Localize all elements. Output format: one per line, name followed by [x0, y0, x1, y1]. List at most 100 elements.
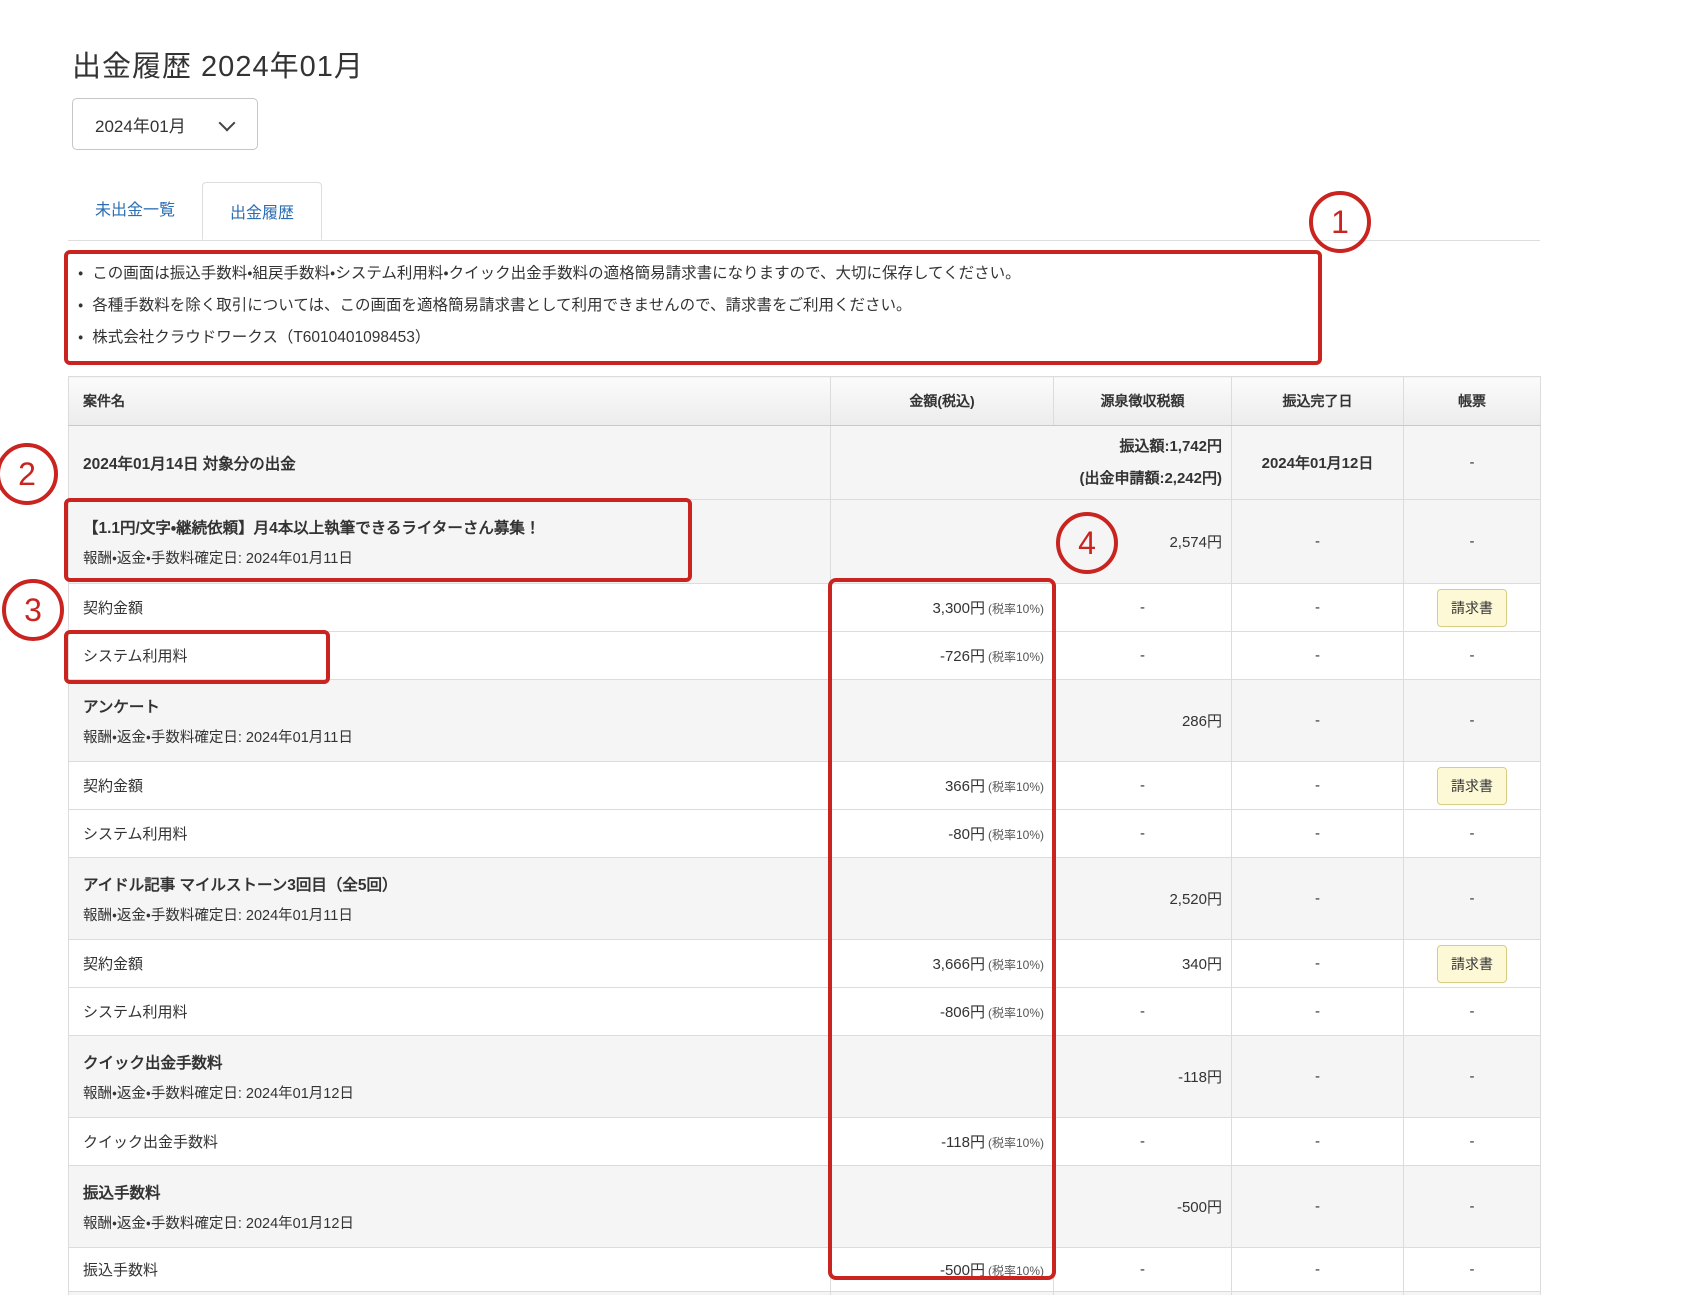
withholding-tax-cell: - — [1053, 1247, 1232, 1292]
project-title: 【1.1円/文字・継続依頼】月4本以上執筆できるライターさん募集！ — [83, 519, 541, 537]
notice-line: ・各種手数料を除く取引については、この画面を適格簡易請求書として利用できませんの… — [78, 290, 1021, 322]
document-cell: - — [1403, 809, 1541, 858]
document-cell: - — [1403, 499, 1541, 584]
line-item-name: 契約金額 — [68, 939, 831, 988]
tax-rate: (税率10%) — [987, 602, 1044, 616]
amount-value: 366円 — [944, 778, 985, 795]
withholding-tax-cell: - — [1053, 761, 1232, 810]
table-row: 契約金額 366円 (税率10%) - - 請求書 — [68, 761, 1541, 810]
invoice-button[interactable]: 請求書 — [1437, 766, 1507, 805]
line-item-name: 契約金額 — [68, 761, 831, 810]
table-row: 契約金額 3,666円 (税率10%) 340円 - 請求書 — [68, 939, 1541, 988]
project-confirm-date: 報酬・返金・手数料確定日: 2024年01月11日 — [83, 907, 353, 924]
chevron-down-icon — [218, 114, 236, 132]
withholding-tax-cell: 2,520円 — [830, 857, 1232, 940]
project-confirm-date: 報酬・返金・手数料確定日: 2024年01月11日 — [83, 729, 353, 746]
notice-line: ・株式会社クラウドワークス（T6010401098453） — [78, 322, 1021, 354]
invoice-button[interactable]: 請求書 — [1437, 944, 1507, 983]
annotation-circle-3: 3 — [2, 579, 64, 641]
transfer-date-cell: - — [1231, 1165, 1404, 1248]
table-row: 振込手数料 報酬・返金・手数料確定日: 2024年01月12日 -500円 - … — [68, 1165, 1541, 1248]
withholding-tax-cell: - — [1053, 583, 1232, 632]
line-item-name: システム利用料 — [68, 809, 831, 858]
amount-value: -806円 — [939, 1004, 985, 1021]
transfer-amount: 振込額:1,742円 — [1119, 437, 1222, 455]
notice-text: 各種手数料を除く取引については、この画面を適格簡易請求書として利用できませんので… — [92, 297, 912, 314]
transfer-date-cell: - — [1231, 809, 1404, 858]
line-item-name: システム利用料 — [68, 631, 831, 680]
amount-value: -726円 — [939, 648, 985, 665]
document-cell: - — [1403, 1117, 1541, 1166]
withdrawal-table: 案件名 金額(税込) 源泉徴収税額 振込完了日 帳票 2024年01月14日 対… — [68, 376, 1541, 1295]
header-transfer-date: 振込完了日 — [1231, 376, 1404, 426]
table-row-partial — [68, 1291, 1541, 1295]
line-item-name: 振込手数料 — [68, 1247, 831, 1292]
tab-bar: 未出金一覧 出金履歴 — [68, 182, 1540, 241]
annotation-number: 3 — [24, 591, 42, 628]
transfer-date-cell: - — [1231, 1247, 1404, 1292]
table-row: アンケート 報酬・返金・手数料確定日: 2024年01月11日 286円 - - — [68, 679, 1541, 762]
tax-rate: (税率10%) — [987, 1264, 1044, 1278]
table-row: 契約金額 3,300円 (税率10%) - - 請求書 — [68, 583, 1541, 632]
bullet-icon: ・ — [78, 265, 84, 282]
project-title: 振込手数料 — [83, 1184, 161, 1202]
line-item-name: クイック出金手数料 — [68, 1117, 831, 1166]
transfer-date-cell: - — [1231, 1117, 1404, 1166]
table-header-row: 案件名 金額(税込) 源泉徴収税額 振込完了日 帳票 — [68, 376, 1541, 426]
withholding-tax-cell: - — [1053, 631, 1232, 680]
table-row: クイック出金手数料 -118円 (税率10%) - - - — [68, 1117, 1541, 1166]
month-select[interactable]: 2024年01月 — [72, 98, 258, 150]
amount-value: -118円 — [941, 1134, 985, 1151]
table-row: 2024年01月14日 対象分の出金 振込額:1,742円 (出金申請額:2,2… — [68, 425, 1541, 500]
tab-pending-withdrawals[interactable]: 未出金一覧 — [95, 202, 176, 219]
bullet-icon: ・ — [78, 297, 84, 314]
line-item-name: 契約金額 — [68, 583, 831, 632]
annotation-number: 2 — [18, 455, 36, 492]
document-cell: - — [1403, 1165, 1541, 1248]
page-title: 出金履歴 2024年01月 — [72, 51, 364, 84]
invoice-button[interactable]: 請求書 — [1437, 588, 1507, 627]
transfer-date-cell: - — [1231, 857, 1404, 940]
header-amount: 金額(税込) — [830, 376, 1054, 426]
transfer-date-cell: - — [1231, 499, 1404, 584]
withholding-tax-cell: 286円 — [830, 679, 1232, 762]
document-cell: - — [1403, 1247, 1541, 1292]
bullet-icon: ・ — [78, 329, 84, 346]
invoice-notice: ・この画面は振込手数料・組戻手数料・システム利用料・クイック出金手数料の適格簡易… — [78, 258, 1021, 354]
project-confirm-date: 報酬・返金・手数料確定日: 2024年01月11日 — [83, 550, 353, 567]
annotation-circle-2: 2 — [0, 443, 58, 505]
project-confirm-date: 報酬・返金・手数料確定日: 2024年01月12日 — [83, 1085, 354, 1102]
tax-rate: (税率10%) — [987, 828, 1044, 842]
header-project-name: 案件名 — [68, 376, 831, 426]
project-confirm-date: 報酬・返金・手数料確定日: 2024年01月12日 — [83, 1215, 354, 1232]
tax-rate: (税率10%) — [987, 1136, 1044, 1150]
transfer-complete-date: 2024年01月12日 — [1231, 425, 1404, 500]
transfer-date-cell: - — [1231, 987, 1404, 1036]
withdrawal-summary-title: 2024年01月14日 対象分の出金 — [83, 455, 296, 473]
tax-rate: (税率10%) — [987, 780, 1044, 794]
table-row: システム利用料 -80円 (税率10%) - - - — [68, 809, 1541, 858]
withholding-tax-cell: - — [1053, 987, 1232, 1036]
table-row: 振込手数料 -500円 (税率10%) - - - — [68, 1247, 1541, 1292]
document-cell: - — [1403, 425, 1541, 500]
tax-rate: (税率10%) — [987, 650, 1044, 664]
amount-value: -500円 — [939, 1262, 985, 1279]
transfer-date-cell: - — [1231, 1035, 1404, 1118]
withholding-tax-cell: - — [1053, 1117, 1232, 1166]
project-title: アンケート — [83, 698, 160, 716]
notice-text: この画面は振込手数料・組戻手数料・システム利用料・クイック出金手数料の適格簡易請… — [92, 265, 1021, 282]
amount-value: 3,300円 — [932, 600, 985, 617]
amount-value: 3,666円 — [932, 956, 985, 973]
notice-text: 株式会社クラウドワークス（T6010401098453） — [92, 329, 431, 346]
header-document: 帳票 — [1403, 376, 1541, 426]
document-cell: - — [1403, 987, 1541, 1036]
withholding-tax-cell: 2,574円 — [830, 499, 1232, 584]
withholding-tax-cell: -118円 — [830, 1035, 1232, 1118]
project-title: アイドル記事 マイルストーン3回目（全5回） — [83, 876, 398, 894]
document-cell: - — [1403, 857, 1541, 940]
document-cell: - — [1403, 631, 1541, 680]
tab-withdrawal-history[interactable]: 出金履歴 — [202, 182, 323, 240]
table-row: システム利用料 -806円 (税率10%) - - - — [68, 987, 1541, 1036]
table-row: 【1.1円/文字・継続依頼】月4本以上執筆できるライターさん募集！ 報酬・返金・… — [68, 499, 1541, 584]
